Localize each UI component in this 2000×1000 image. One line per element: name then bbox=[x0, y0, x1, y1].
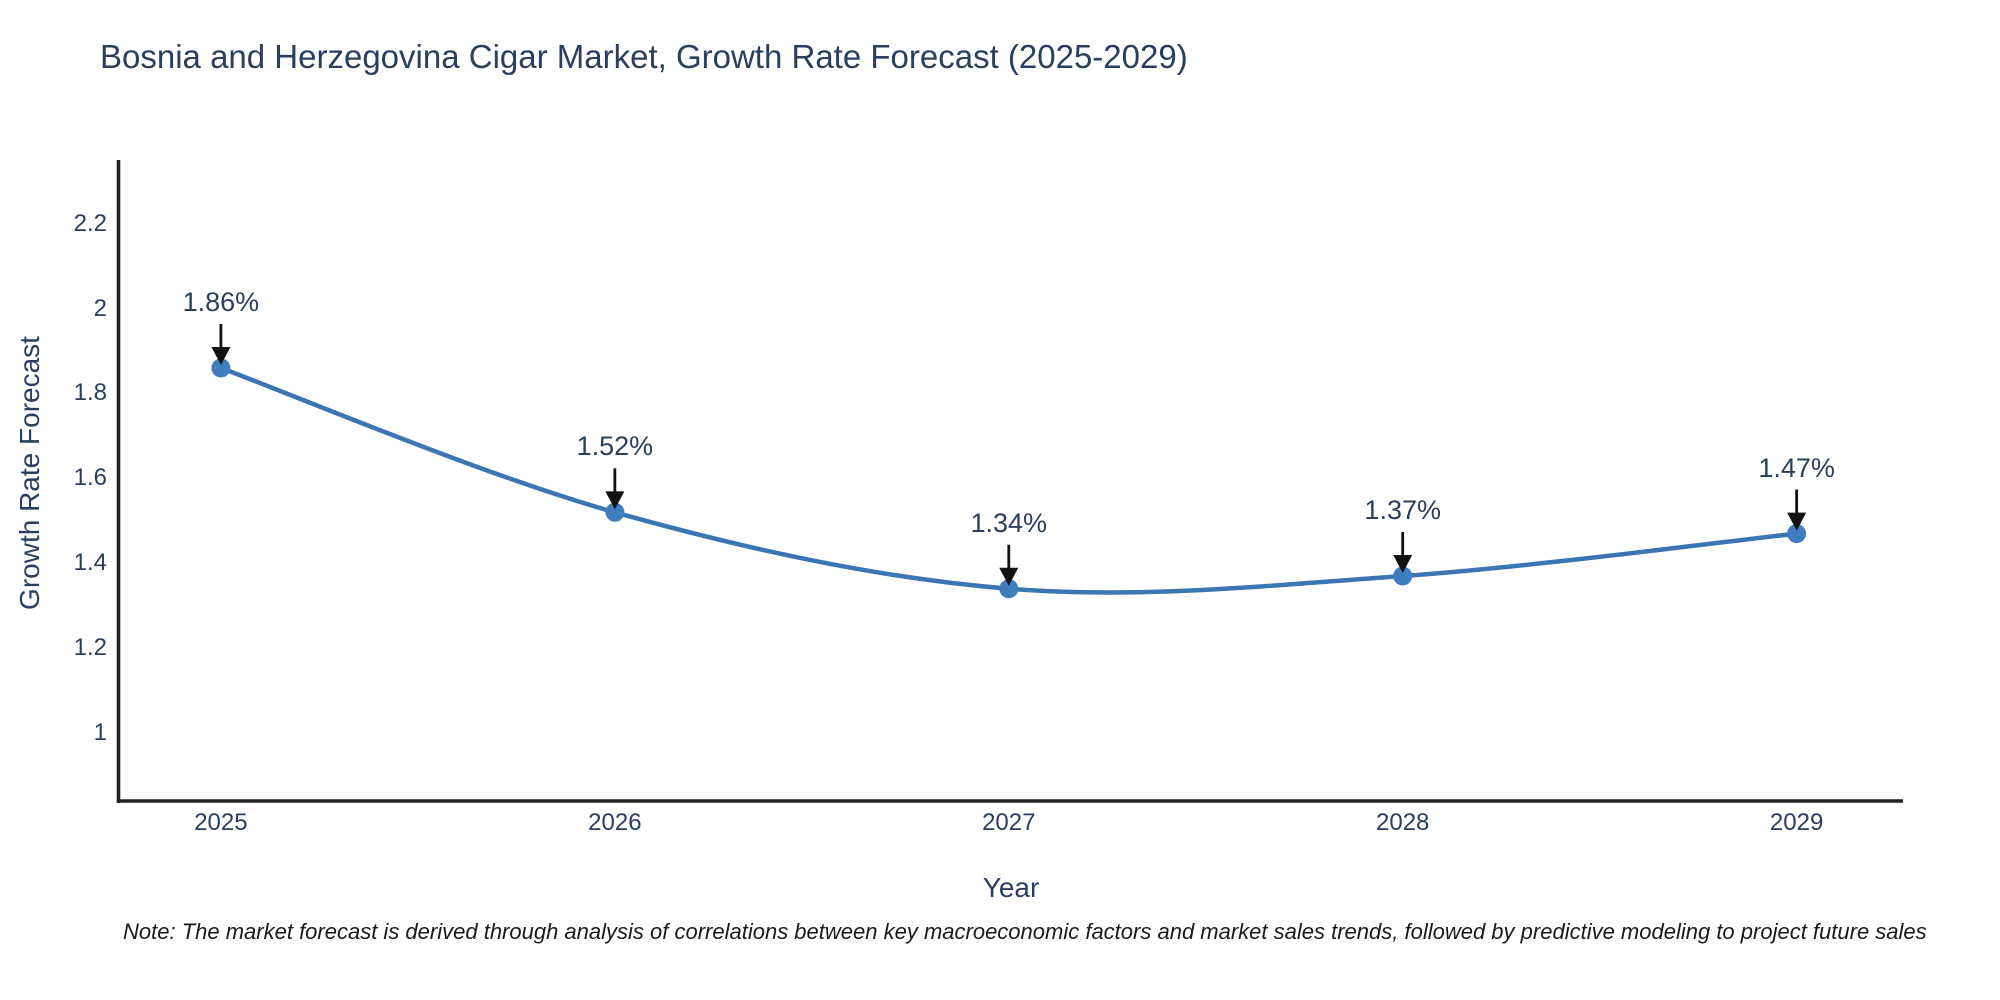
data-point bbox=[999, 579, 1019, 599]
x-tick-label: 2027 bbox=[982, 809, 1036, 836]
y-tick-label: 1.6 bbox=[73, 464, 107, 492]
data-point bbox=[605, 502, 625, 522]
annotation-arrowhead bbox=[999, 567, 1019, 586]
y-axis-title: Growth Rate Forecast bbox=[14, 336, 45, 610]
y-tick-label: 1 bbox=[93, 719, 107, 747]
y-tick-label: 2.2 bbox=[73, 209, 107, 237]
x-tick-label: 2025 bbox=[194, 809, 248, 836]
y-tick-label: 1.2 bbox=[73, 634, 107, 662]
point-annotation: 1.47% bbox=[1758, 452, 1835, 483]
data-point bbox=[1393, 566, 1413, 586]
annotation-arrowhead bbox=[605, 491, 625, 510]
y-tick-label: 1.4 bbox=[73, 549, 107, 577]
x-axis-title: Year bbox=[982, 872, 1040, 903]
x-tick-label: 2026 bbox=[588, 809, 642, 836]
chart-title: Bosnia and Herzegovina Cigar Market, Gro… bbox=[100, 38, 1188, 75]
y-tick-label: 1.8 bbox=[73, 379, 107, 407]
annotation-arrowhead bbox=[211, 347, 231, 366]
point-annotation: 1.37% bbox=[1364, 495, 1441, 525]
x-tick-label: 2029 bbox=[1769, 809, 1824, 836]
point-annotation: 1.52% bbox=[576, 431, 654, 462]
annotation-arrowhead bbox=[1787, 512, 1807, 531]
annotation-arrowhead bbox=[1393, 555, 1413, 574]
x-tick-label: 2028 bbox=[1376, 809, 1430, 836]
point-annotation: 1.86% bbox=[182, 287, 260, 317]
data-point bbox=[1787, 524, 1807, 544]
y-tick-label: 2 bbox=[93, 294, 107, 322]
footnote-text: Note: The market forecast is derived thr… bbox=[123, 919, 1927, 944]
point-annotation: 1.34% bbox=[970, 507, 1048, 538]
data-point bbox=[211, 358, 231, 378]
